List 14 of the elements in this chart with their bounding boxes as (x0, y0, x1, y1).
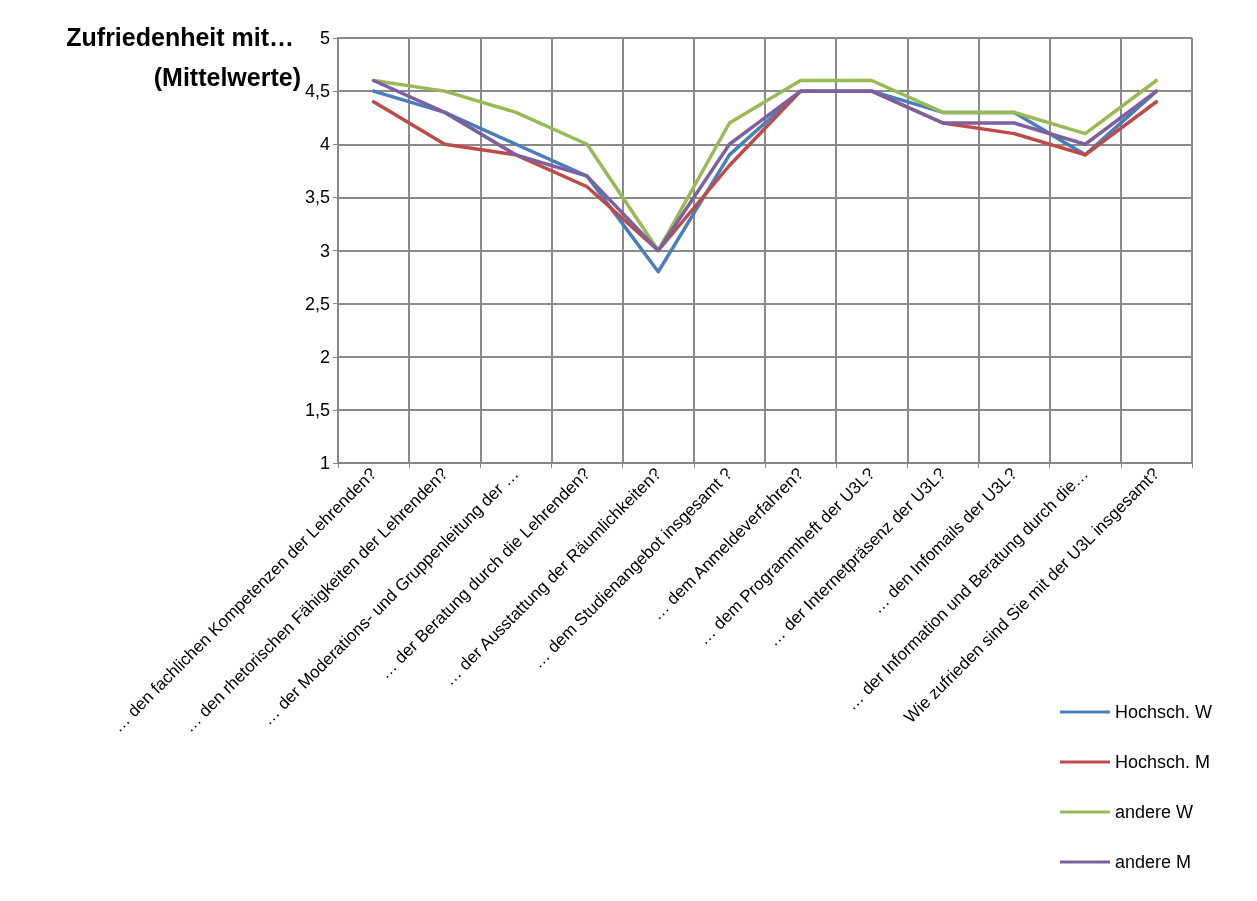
legend-label: Hochsch. W (1114, 702, 1213, 722)
y-tick-label: 1 (319, 453, 330, 473)
y-tick-label: 1,5 (304, 399, 330, 420)
legend-label: andere W (1114, 802, 1194, 822)
y-tick-label: 4,5 (304, 81, 330, 102)
y-tick-label: 3 (319, 240, 330, 261)
chart-title: Zufriedenheit mit… (Mittelwerte) (66, 23, 301, 91)
legend-label: Hochsch. M (1114, 752, 1211, 772)
legend-label: andere M (1114, 852, 1192, 872)
y-tick-label: 4 (319, 134, 330, 155)
y-tick-label: 2,5 (304, 293, 330, 314)
y-tick-label: 5 (319, 28, 330, 48)
y-tick-label: 2 (319, 346, 330, 367)
y-tick-label: 3,5 (304, 187, 330, 208)
